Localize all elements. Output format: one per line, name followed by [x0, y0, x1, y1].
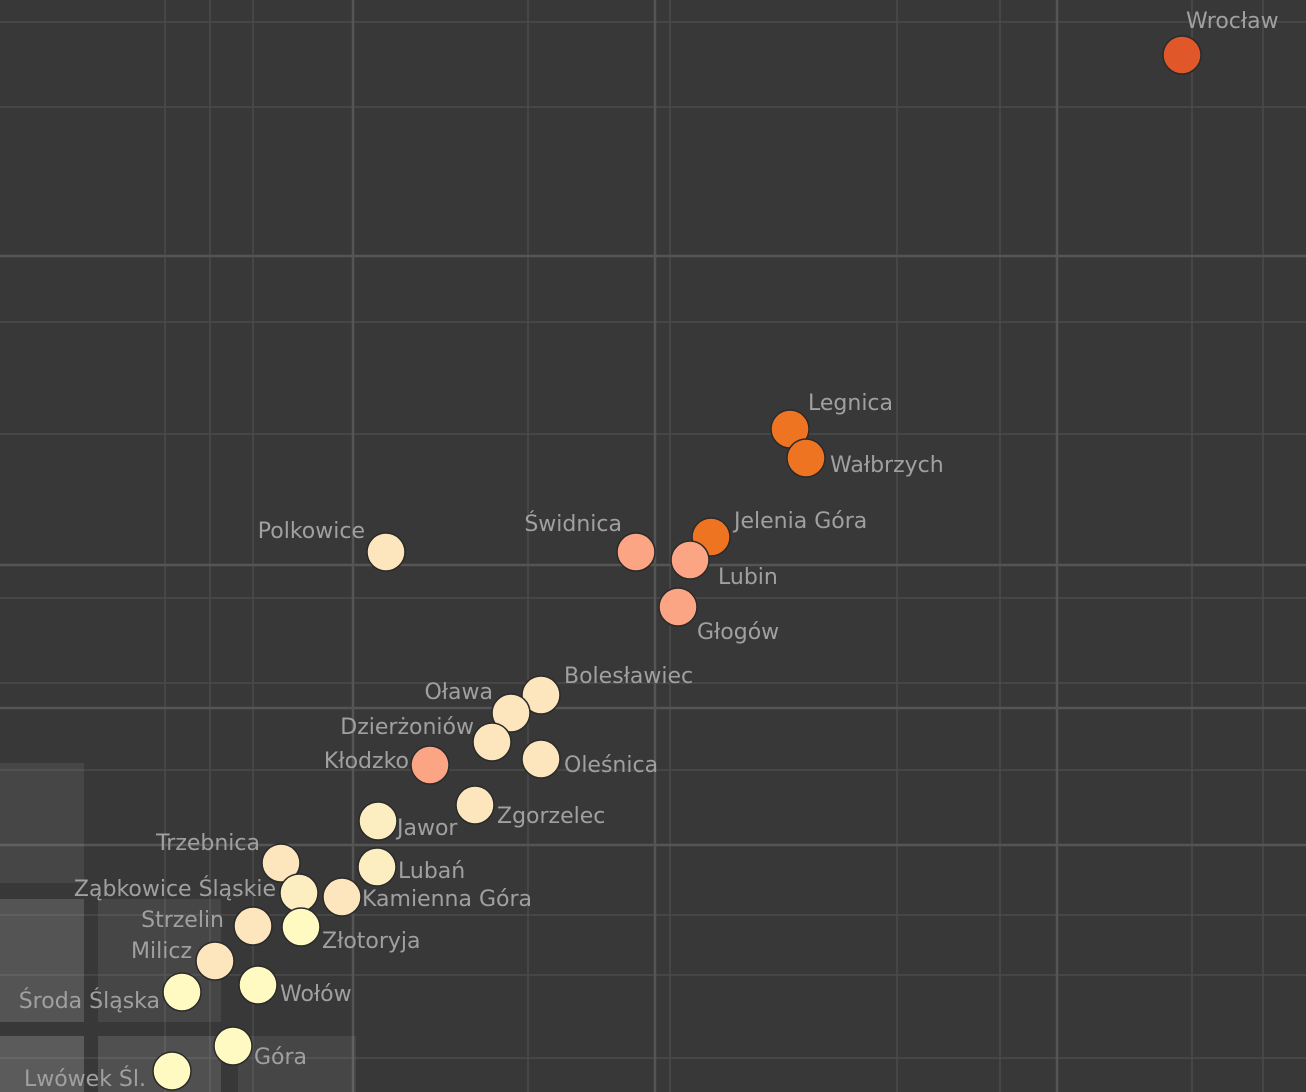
point-label: Zgorzelec: [497, 804, 605, 829]
point-label: Lubin: [718, 565, 778, 590]
point: [366, 532, 406, 572]
point-label: Bolesławiec: [564, 664, 693, 689]
point-label: Oława: [424, 680, 493, 705]
point-label: Złotoryja: [322, 929, 421, 954]
point-label: Ząbkowice Śląskie: [74, 876, 276, 902]
point: [279, 873, 319, 913]
point-label: Kłodzko: [324, 749, 409, 774]
point: [162, 972, 202, 1012]
point: [358, 801, 398, 841]
point-label: Góra: [254, 1045, 307, 1070]
point-label: Milicz: [131, 939, 192, 964]
point-label: Lubań: [398, 859, 465, 884]
point: [322, 877, 362, 917]
point: [152, 1051, 192, 1091]
point-label: Jelenia Góra: [732, 509, 867, 534]
overlay: [0, 763, 356, 1092]
point: [261, 843, 301, 883]
point: [281, 907, 321, 947]
point-label: Oleśnica: [564, 753, 658, 778]
point-label: Polkowice: [258, 519, 365, 544]
point-label: Trzebnica: [155, 831, 260, 856]
point: [616, 532, 656, 572]
point: [410, 745, 450, 785]
point: [1162, 35, 1202, 75]
point-label: Wrocław: [1186, 9, 1279, 34]
point-label: Kamienna Góra: [362, 887, 532, 912]
point-label: Lwówek Śl.: [24, 1066, 146, 1092]
point-label: Środa Śląska: [19, 988, 160, 1014]
point: [472, 722, 512, 762]
point-label: Wałbrzych: [830, 453, 944, 478]
point: [233, 906, 273, 946]
point: [238, 965, 278, 1005]
point-label: Głogów: [697, 620, 779, 645]
point: [521, 739, 561, 779]
point: [786, 438, 826, 478]
point: [521, 675, 561, 715]
point: [357, 847, 397, 887]
point: [491, 693, 531, 733]
point-label: Jawor: [395, 816, 458, 841]
point-label: Dzierżoniów: [340, 715, 474, 740]
point: [670, 540, 710, 580]
point: [213, 1026, 253, 1066]
point: [658, 587, 698, 627]
point: [455, 785, 495, 825]
point-label: Strzelin: [141, 908, 224, 933]
point-label: Wołów: [280, 982, 352, 1007]
point-label: Legnica: [808, 391, 893, 416]
point: [195, 941, 235, 981]
point-label: Świdnica: [524, 511, 622, 537]
